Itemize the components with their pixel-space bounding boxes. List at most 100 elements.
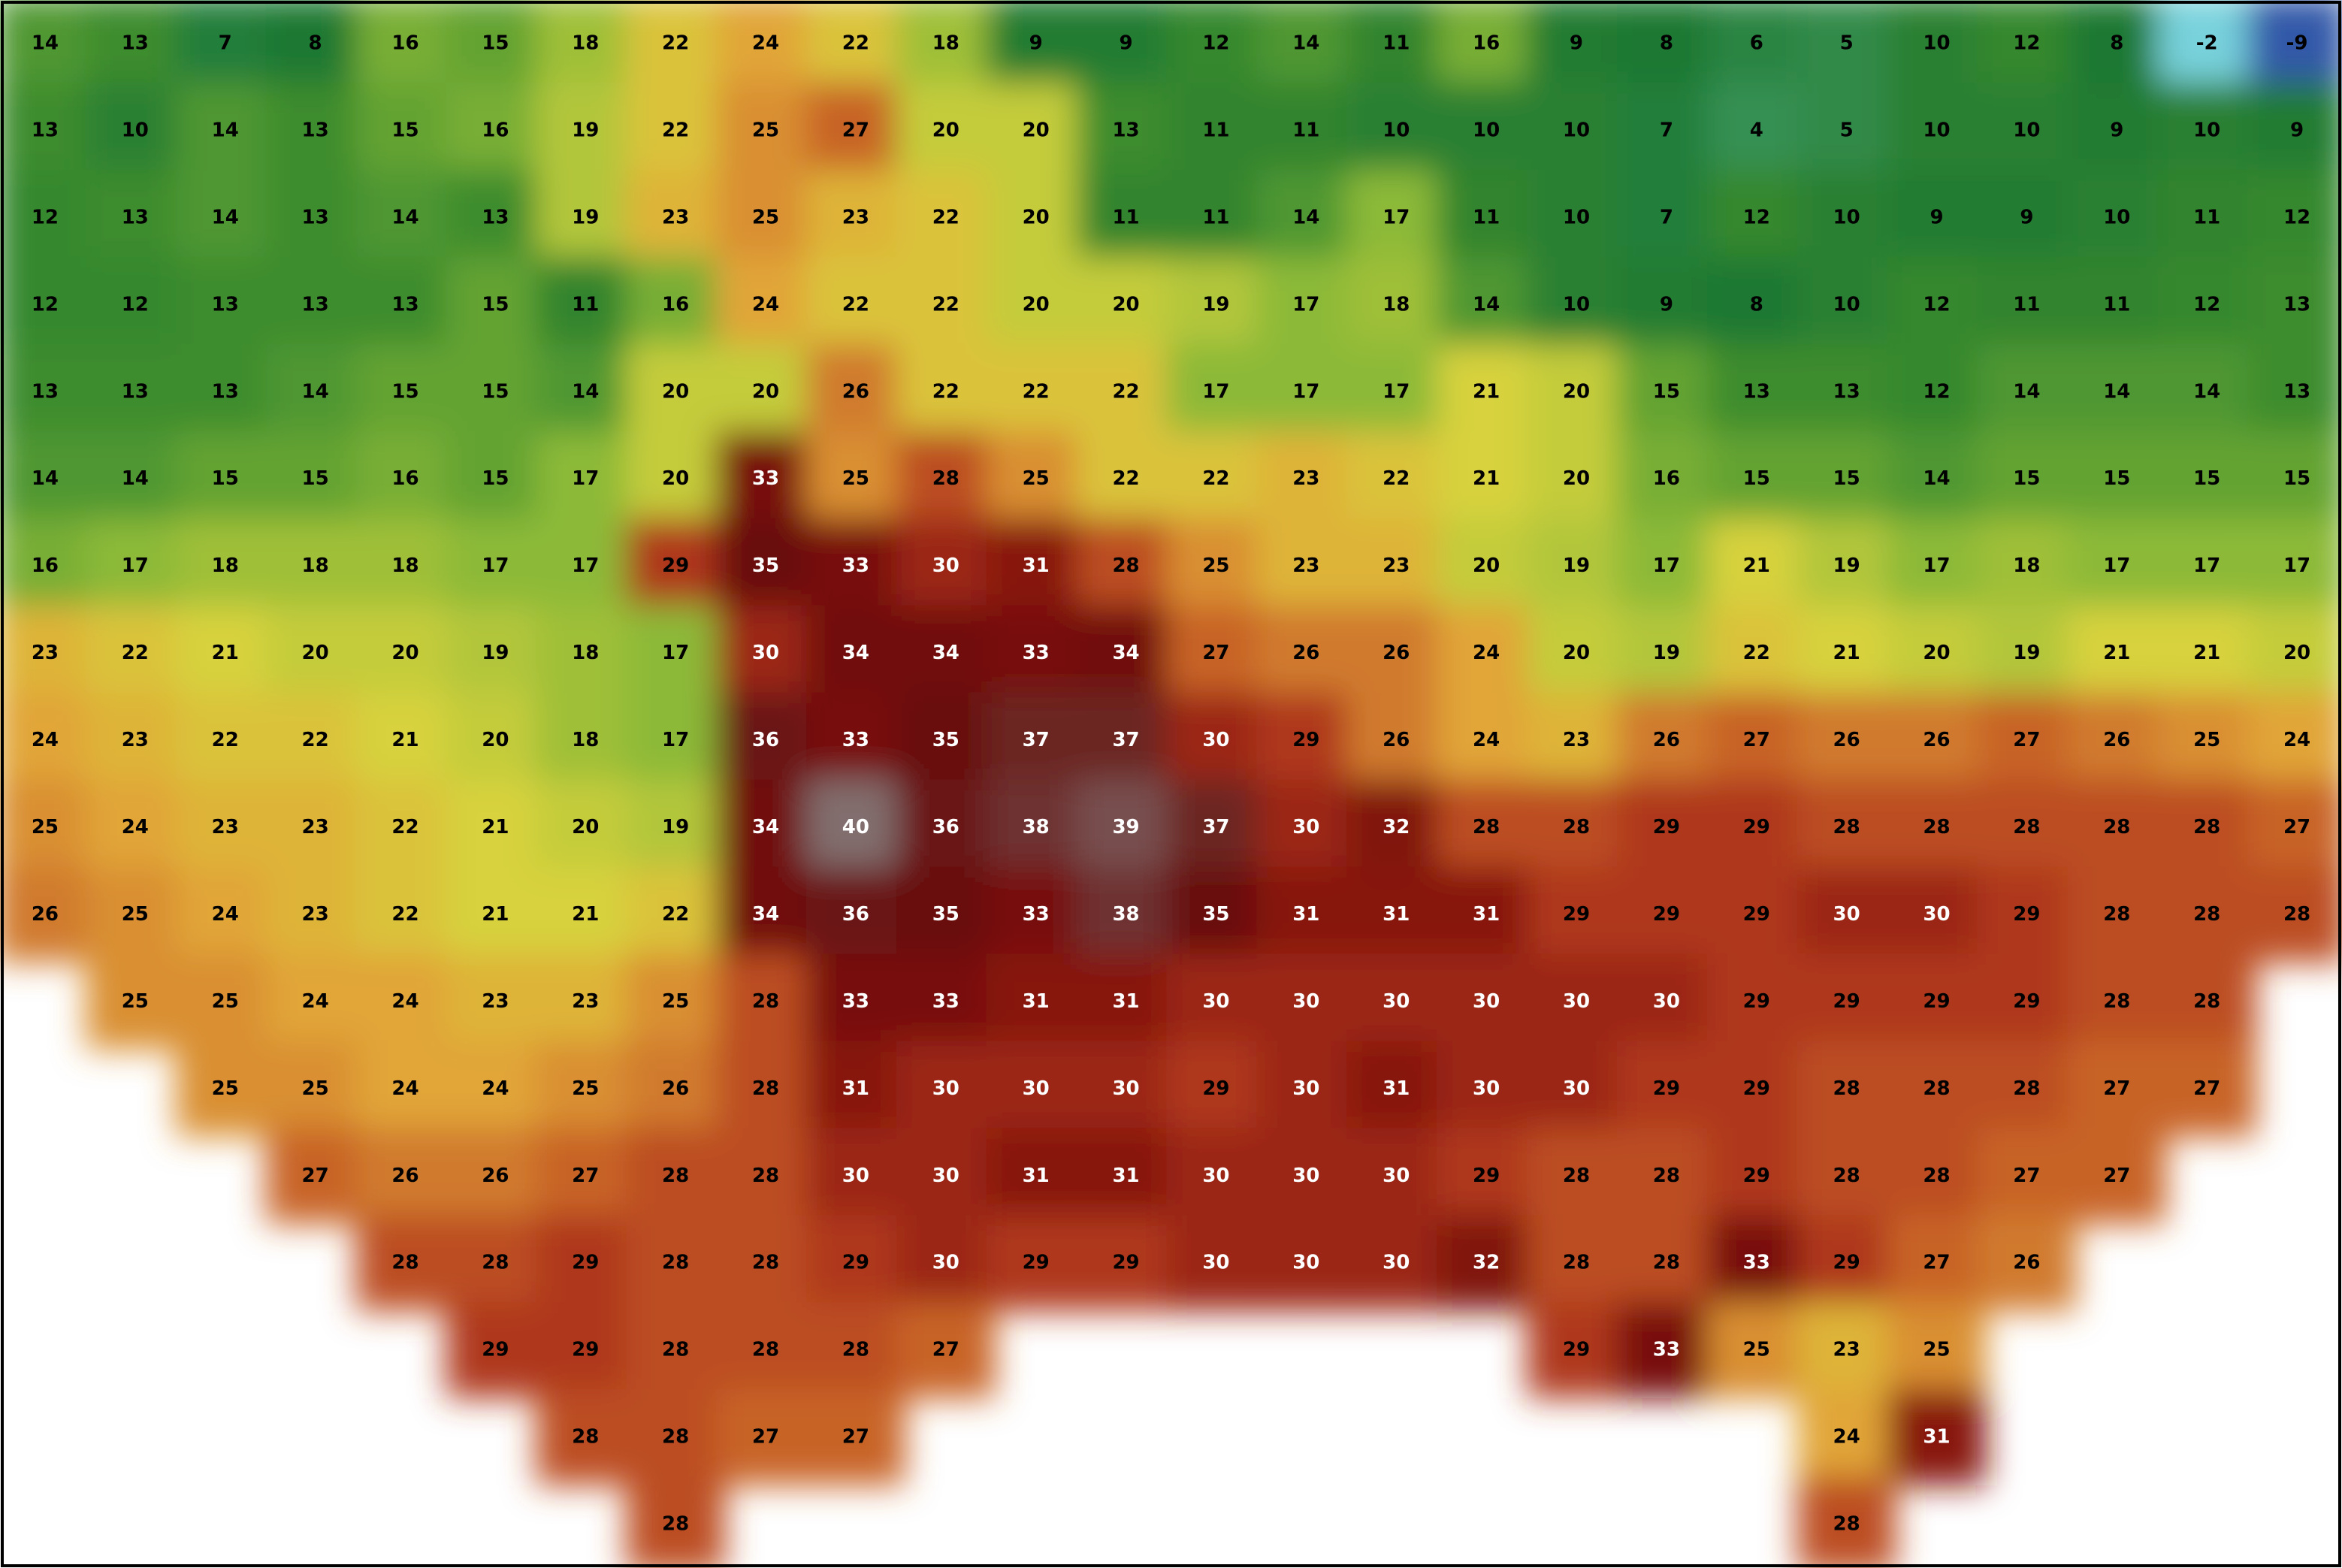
- temperature-cell: [805, 169, 905, 266]
- temperature-label: 29: [1473, 1165, 1500, 1187]
- temperature-cell: [0, 256, 95, 353]
- temperature-cell: [446, 431, 545, 527]
- temperature-cell: [716, 692, 815, 789]
- temperature-cell: [1527, 82, 1626, 179]
- temperature-cell: [896, 1128, 996, 1225]
- temperature-cell: [536, 605, 636, 702]
- temperature-cell: [2247, 169, 2342, 266]
- temperature-label: 28: [2103, 816, 2130, 838]
- temperature-cell: [986, 692, 1086, 789]
- temperature-cell: [626, 779, 726, 876]
- temperature-label: 25: [752, 206, 779, 228]
- temperature-cell: [1977, 82, 2077, 179]
- temperature-label: 13: [302, 119, 329, 141]
- temperature-cell: [2157, 605, 2257, 702]
- temperature-cell: [1887, 1389, 1987, 1486]
- temperature-label: 11: [572, 293, 599, 316]
- temperature-cell: [986, 866, 1086, 963]
- temperature-label: 24: [1473, 729, 1500, 751]
- temperature-cell: [626, 1389, 726, 1486]
- temperature-label: 31: [1383, 903, 1410, 926]
- temperature-label: 24: [752, 293, 779, 316]
- temperature-labels: 14 13 7 8 16 15 18 22 24 22 18 9 9 12 14 11 16 9 8 6 5 10 12 8 -…: [32, 32, 2310, 1535]
- temperature-cell: [1346, 518, 1446, 615]
- temperature-cell: [0, 518, 95, 615]
- temperature-cell: [896, 0, 996, 92]
- temperature-label: 31: [1923, 1426, 1950, 1449]
- temperature-label: 13: [122, 32, 149, 54]
- temperature-cell: [1977, 779, 2077, 876]
- temperature-cell: [896, 692, 996, 789]
- temperature-label: 8: [1750, 293, 1763, 316]
- temperature-cell: [1797, 953, 1896, 1050]
- temperature-cell: [355, 779, 455, 876]
- temperature-cell: [265, 518, 365, 615]
- temperature-cell: [175, 431, 275, 527]
- temperature-label: 29: [1023, 1252, 1050, 1274]
- temperature-cell: [1166, 82, 1266, 179]
- temperature-label: 17: [662, 729, 689, 751]
- temperature-label: 16: [482, 119, 509, 141]
- temperature-cell: [1977, 1215, 2077, 1312]
- temperature-label: 32: [1473, 1252, 1500, 1274]
- temperature-label: 28: [1923, 1165, 1950, 1187]
- temperature-label: 20: [662, 380, 689, 403]
- temperature-cell: [85, 82, 185, 179]
- temperature-cell: [986, 82, 1086, 179]
- temperature-cell: [2247, 866, 2342, 963]
- temperature-label: 27: [752, 1426, 779, 1449]
- temperature-label: 23: [302, 816, 329, 838]
- temperature-label: 22: [932, 206, 959, 228]
- temperature-label: 29: [1292, 729, 1319, 751]
- temperature-cell: [896, 82, 996, 179]
- temperature-cell: [1887, 518, 1987, 615]
- temperature-cell: [716, 343, 815, 440]
- temperature-label: 31: [1023, 554, 1050, 577]
- temperature-cell: [626, 82, 726, 179]
- temperature-cell: [896, 343, 996, 440]
- temperature-cell: [2247, 779, 2342, 876]
- temperature-cell: [1076, 431, 1176, 527]
- temperature-cell: [1887, 169, 1987, 266]
- temperature-cell: [0, 692, 95, 789]
- temperature-label: 23: [572, 990, 599, 1013]
- temperature-label: 10: [1923, 32, 1950, 54]
- temperature-cell: [265, 431, 365, 527]
- temperature-label: 23: [482, 990, 509, 1013]
- temperature-label: 25: [842, 467, 869, 490]
- temperature-label: 13: [1743, 380, 1770, 403]
- temperature-cell: [536, 1128, 636, 1225]
- temperature-cell: [536, 0, 636, 92]
- temperature-label: 11: [1292, 119, 1319, 141]
- temperature-label: 25: [32, 816, 59, 838]
- temperature-label: 28: [662, 1165, 689, 1187]
- temperature-label: 10: [1563, 293, 1590, 316]
- temperature-cell: [1166, 866, 1266, 963]
- temperature-cell: [85, 0, 185, 92]
- temperature-cell: [1797, 1041, 1896, 1137]
- temperature-label: 29: [1743, 903, 1770, 926]
- temperature-label: 9: [1120, 32, 1133, 54]
- temperature-cell: [2067, 692, 2167, 789]
- temperature-label: 13: [212, 293, 239, 316]
- temperature-cell: [2157, 169, 2257, 266]
- temperature-cell: [175, 1041, 275, 1137]
- temperature-cell: [1437, 692, 1537, 789]
- temperature-cell: [1616, 605, 1716, 702]
- temperature-cell: [986, 431, 1086, 527]
- temperature-cell: [1346, 1215, 1446, 1312]
- temperature-cell: [1797, 169, 1896, 266]
- temperature-label: 30: [932, 1165, 959, 1187]
- temperature-label: 11: [1473, 206, 1500, 228]
- temperature-label: 18: [572, 32, 599, 54]
- temperature-label: 7: [1660, 206, 1673, 228]
- temperature-label: 26: [842, 380, 869, 403]
- temperature-label: 21: [482, 816, 509, 838]
- temperature-cell: [536, 518, 636, 615]
- temperature-label: 29: [1833, 1252, 1860, 1274]
- temperature-label: 20: [932, 119, 959, 141]
- temperature-cell: [1797, 431, 1896, 527]
- temperature-label: 23: [1833, 1339, 1860, 1361]
- temperature-label: 39: [1112, 816, 1139, 838]
- temperature-cell: [1346, 343, 1446, 440]
